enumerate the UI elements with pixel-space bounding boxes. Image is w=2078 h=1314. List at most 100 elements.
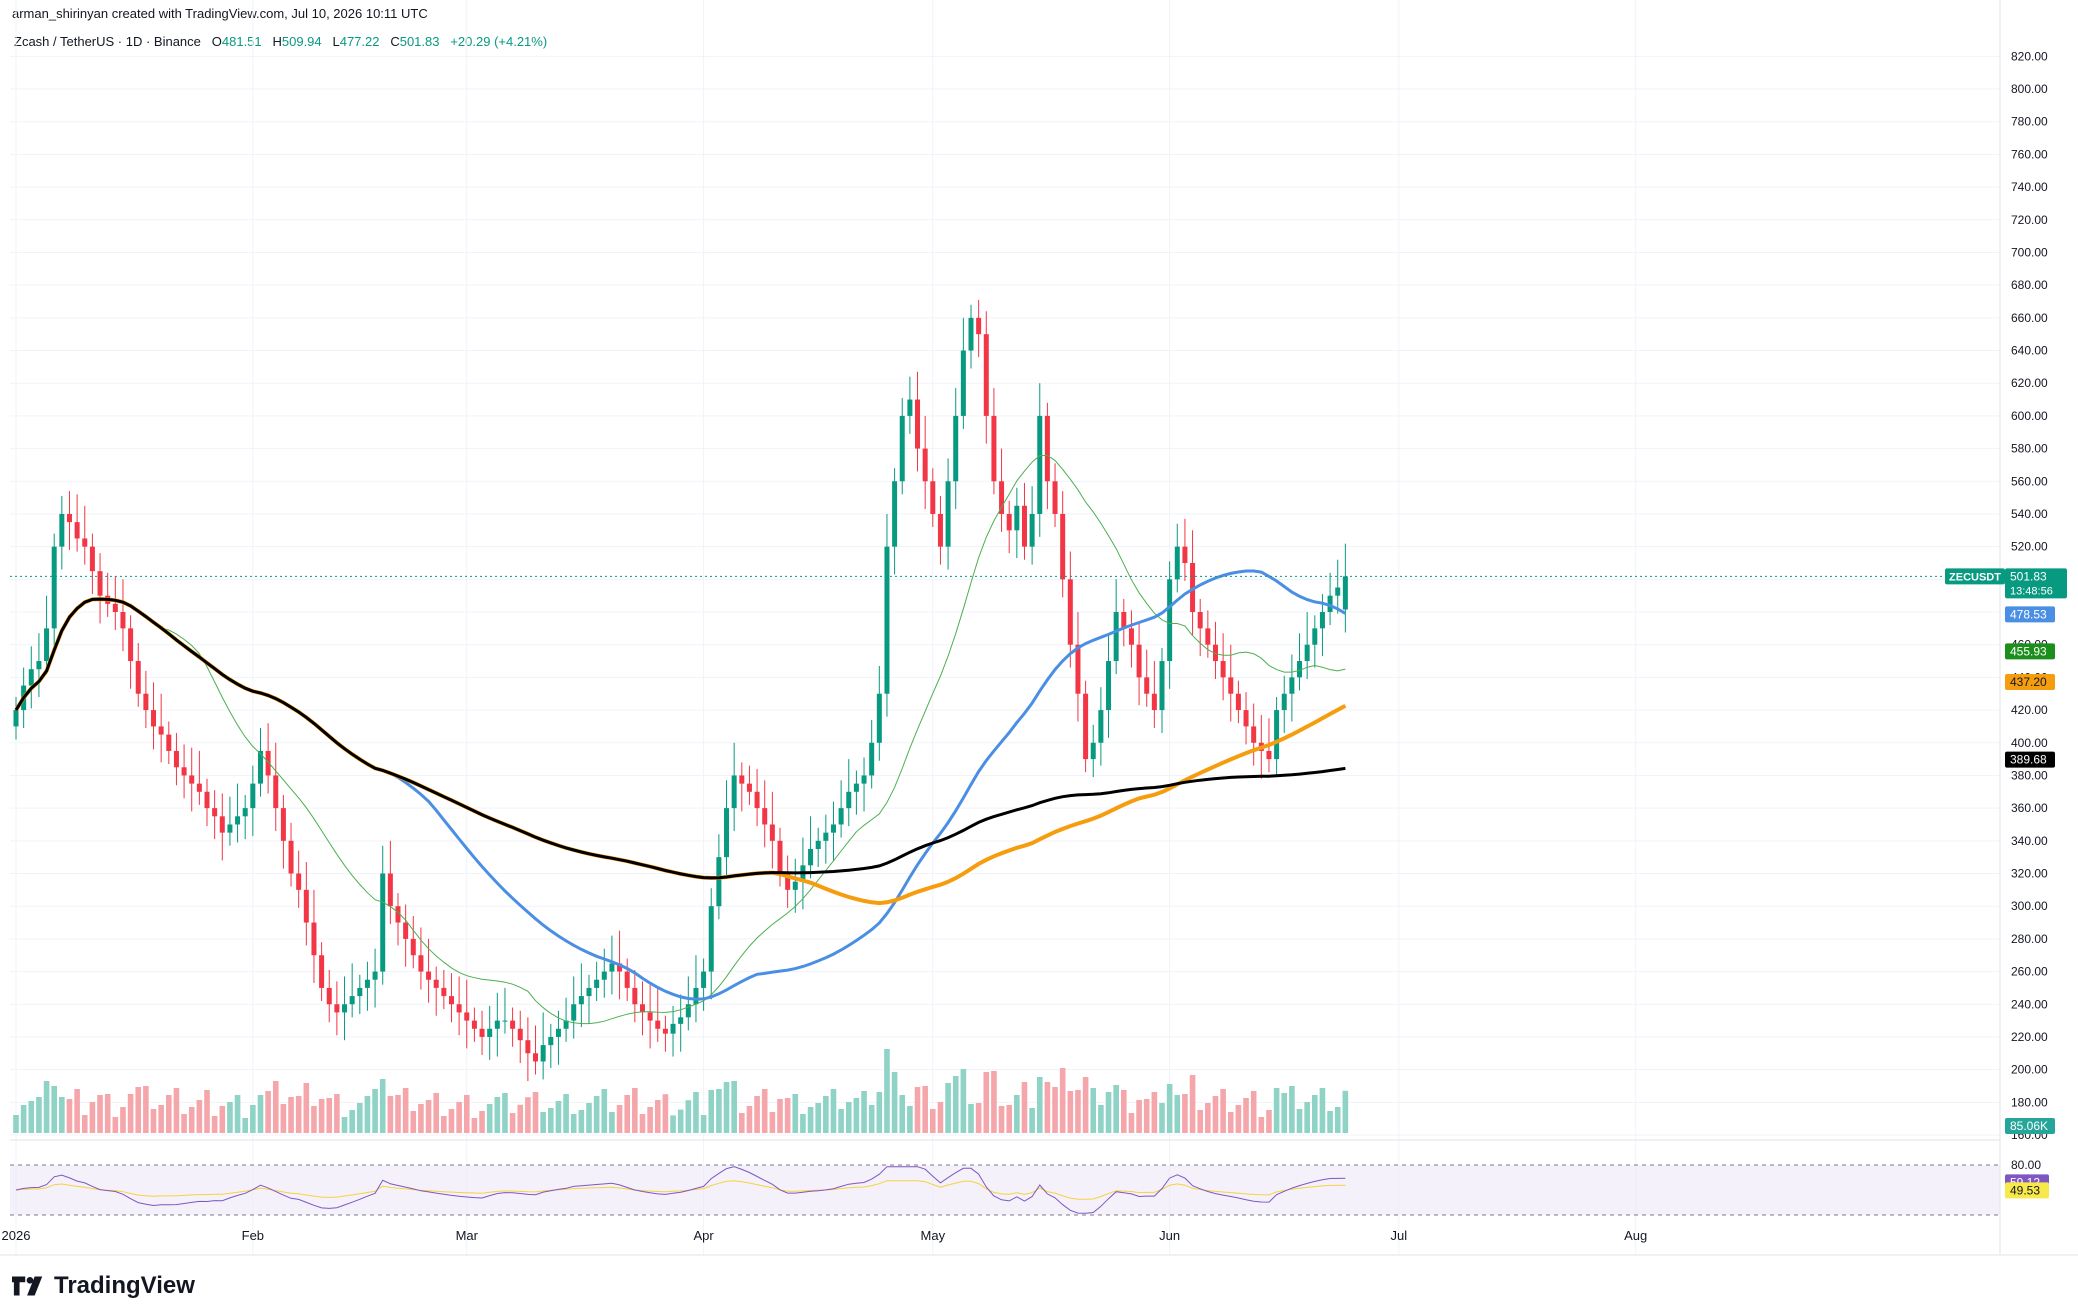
candle-body [823, 832, 829, 841]
volume-bar [372, 1089, 378, 1133]
candle-body [334, 1004, 340, 1013]
volume-bar [601, 1089, 608, 1133]
volume-bar [28, 1101, 35, 1133]
candle-body [250, 783, 256, 809]
candle-body [181, 767, 187, 776]
volume-bar [1082, 1077, 1089, 1133]
volume-bar [1182, 1094, 1188, 1133]
candle-body [899, 415, 905, 482]
candle-body [548, 1036, 554, 1046]
candle-body [1266, 750, 1272, 760]
candle-body [540, 1045, 546, 1062]
volume-bar [1098, 1105, 1104, 1133]
x-tick-label: Feb [242, 1228, 264, 1243]
volume-bar [395, 1095, 401, 1133]
ma-price-badge [2005, 606, 2055, 623]
volume-bar [318, 1099, 325, 1133]
symbol-name: Zcash / TetherUS · 1D · Binance [14, 34, 201, 49]
candle-body [861, 775, 867, 784]
price-axis: 160.00180.00200.00220.00240.00260.00280.… [0, 0, 2078, 1256]
candle-body [930, 481, 936, 514]
y-tick-label: 580.00 [2011, 442, 2048, 456]
moving-averages [10, 455, 2000, 1025]
volume-bar [334, 1094, 340, 1133]
volume-bar [685, 1100, 692, 1133]
volume-bar [739, 1113, 745, 1133]
candle-body [739, 775, 745, 784]
candle-body [639, 1004, 645, 1013]
candle-body [892, 481, 898, 547]
y-tick-label: 380.00 [2011, 768, 2048, 782]
y-tick-label: 520.00 [2011, 540, 2048, 554]
volume-bar [769, 1112, 776, 1133]
volume-bar [555, 1101, 562, 1133]
volume-bar [20, 1105, 27, 1133]
candle-body [1075, 644, 1081, 694]
candle-body [311, 922, 317, 956]
candle-body [555, 1028, 561, 1037]
volume-text: 85.06K [2010, 1119, 2048, 1133]
volume-bar [158, 1105, 164, 1133]
volume-bar [792, 1094, 799, 1133]
volume-bar [807, 1107, 814, 1133]
candle-body [869, 742, 875, 776]
candle-body [999, 481, 1005, 514]
candle-body [395, 906, 401, 923]
volume-bar [1174, 1095, 1181, 1133]
candle-body [196, 783, 202, 792]
volume-bar [433, 1093, 439, 1133]
volume-bar [425, 1100, 432, 1133]
candle-body [655, 1020, 661, 1029]
candle-body [1060, 513, 1066, 580]
volume-bar [1327, 1111, 1333, 1133]
rsi-ma-line [15, 1180, 1346, 1200]
volume-bar [471, 1118, 478, 1133]
candle-body [670, 1023, 676, 1034]
candle-body [571, 1004, 577, 1021]
tradingview-logo[interactable]: TradingView [12, 1272, 195, 1300]
volume-bar [13, 1115, 19, 1133]
candle-body [578, 996, 584, 1005]
y-tick-label: 400.00 [2011, 736, 2048, 750]
candle-body [1136, 644, 1142, 678]
volume-bar [173, 1088, 180, 1133]
candle-body [785, 873, 791, 890]
volume-bar [326, 1098, 333, 1133]
candle-body [1098, 710, 1104, 743]
candle-body [1151, 693, 1157, 711]
volume-bar [1029, 1108, 1035, 1133]
candle-body [976, 317, 982, 335]
candle-body [708, 906, 714, 972]
candle-body [617, 963, 623, 972]
candle-body [1106, 661, 1112, 711]
volume-bar [945, 1083, 951, 1133]
volume-bar [1289, 1086, 1295, 1133]
y-tick-label: 760.00 [2011, 147, 2048, 161]
volume-bar [463, 1095, 470, 1133]
volume-bar [983, 1072, 990, 1133]
volume-bar [907, 1106, 913, 1133]
volume-bar [532, 1092, 539, 1133]
volume-bar [1334, 1107, 1341, 1133]
candle-body [922, 448, 928, 482]
candle-body [204, 791, 210, 809]
volume-bar [418, 1104, 424, 1133]
candle-body [1006, 513, 1012, 531]
volume-bar [1258, 1117, 1265, 1133]
candle-body [1319, 612, 1325, 629]
volume-bar [295, 1096, 302, 1133]
candle-body [1014, 505, 1020, 531]
volume-bar [662, 1094, 669, 1133]
candle-body [1052, 481, 1058, 514]
candle-body [89, 546, 95, 572]
chart-attribution: arman_shirinyan created with TradingView… [12, 6, 428, 21]
volume-bar [1281, 1093, 1288, 1133]
x-tick-label: Aug [1624, 1228, 1647, 1243]
candle-body [44, 628, 50, 662]
volume-bars [13, 1049, 1349, 1133]
y-tick-label: 180.00 [2011, 1095, 2048, 1109]
rsi-80-label: 80.00 [2011, 1158, 2041, 1172]
candle-body [151, 710, 157, 727]
y-tick-label: 740.00 [2011, 180, 2048, 194]
